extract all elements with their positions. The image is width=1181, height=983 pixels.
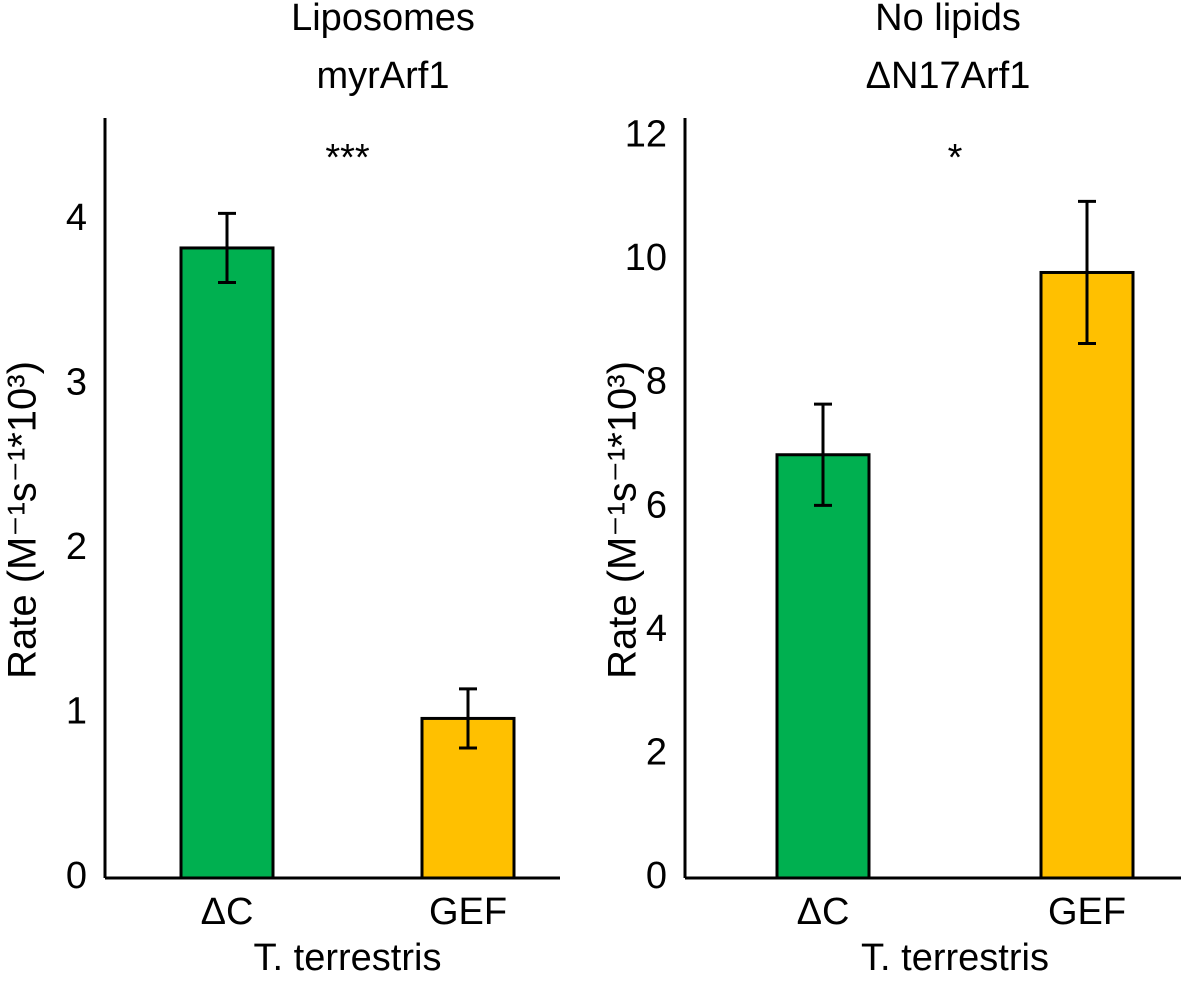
bar (1039, 270, 1135, 880)
y-tick-label: 2 (646, 731, 667, 773)
chart-title: ΔN17Arf1 (866, 55, 1031, 97)
bar (775, 453, 871, 880)
y-tick-label: 0 (66, 855, 87, 897)
x-tick-label: ΔC (201, 891, 254, 933)
x-tick-label: ΔC (797, 891, 850, 933)
chart-title: No lipids (875, 0, 1021, 39)
y-tick-label: 0 (646, 855, 667, 897)
y-tick-label: 4 (66, 197, 87, 239)
y-tick-label: 12 (625, 114, 667, 156)
x-axis-label: T. terrestris (861, 937, 1049, 978)
y-tick-label: 2 (66, 526, 87, 568)
y-axis-label: Rate (M⁻¹s⁻¹*10³) (1, 361, 45, 679)
y-tick-label: 3 (66, 362, 87, 404)
y-tick-label: 6 (646, 484, 667, 526)
bar (179, 246, 275, 880)
y-axis-label: Rate (M⁻¹s⁻¹*10³) (601, 361, 645, 679)
significance-annotation: *** (325, 137, 370, 179)
chart-title: Liposomes (291, 0, 475, 39)
y-tick-label: 10 (625, 237, 667, 279)
significance-annotation: * (948, 137, 963, 179)
x-tick-label: GEF (1048, 891, 1126, 933)
y-tick-label: 8 (646, 361, 667, 403)
y-tick-label: 1 (66, 691, 87, 733)
x-tick-label: GEF (429, 891, 507, 933)
chart-title: myrArf1 (317, 55, 450, 97)
x-axis-label: T. terrestris (254, 937, 442, 978)
y-tick-label: 4 (646, 608, 667, 650)
